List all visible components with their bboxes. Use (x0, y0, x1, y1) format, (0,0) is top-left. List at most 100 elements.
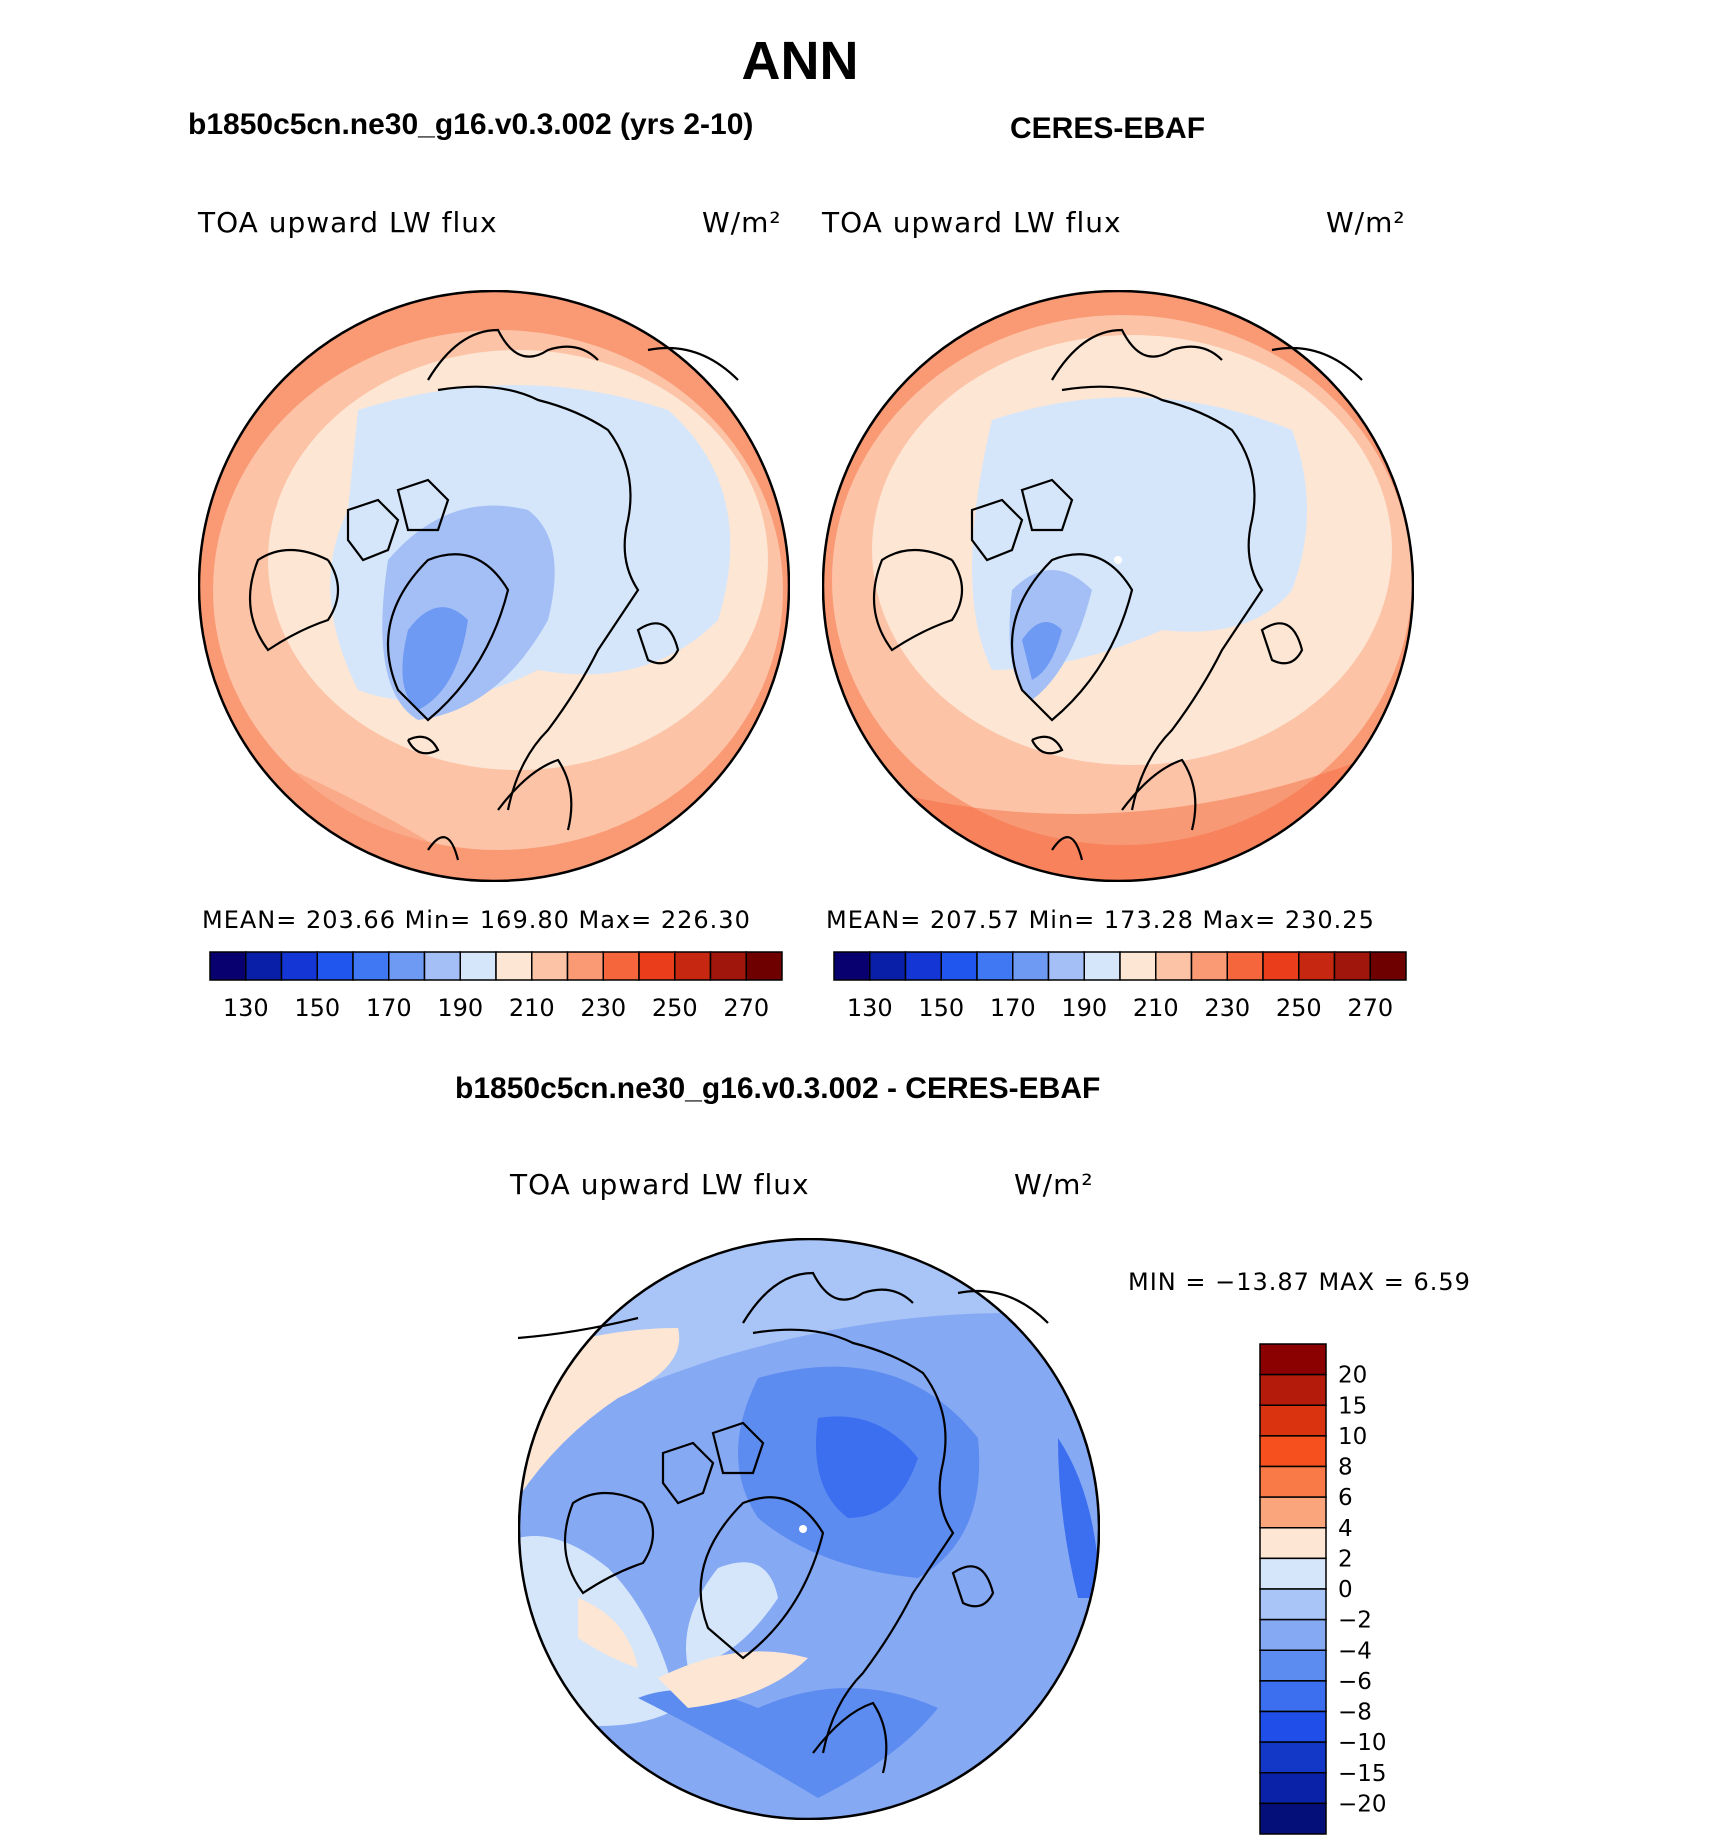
colorbar-tick-label: 270 (723, 994, 769, 1022)
diff-units: W/m² (1014, 1168, 1094, 1201)
colorbar-box (1259, 1343, 1327, 1376)
colorbar-tick-label: −2 (1338, 1608, 1372, 1634)
colorbar-tick-label: 230 (580, 994, 626, 1022)
colorbar-tick-label: 170 (366, 994, 412, 1022)
colorbar-box (638, 951, 676, 981)
diff-pole-marker (799, 1525, 807, 1533)
colorbar-box (940, 951, 978, 981)
panel-1-case-title: b1850c5cn.ne30_g16.v0.3.002 (yrs 2-10) (188, 108, 754, 141)
colorbar-box (1369, 951, 1407, 981)
colorbar-box (1083, 951, 1121, 981)
colorbar-tick-label: 15 (1338, 1393, 1367, 1419)
map1-boundary (198, 290, 790, 882)
map2-coastlines (872, 328, 1363, 861)
colorbar-box (674, 951, 712, 981)
colorbar-box (1262, 951, 1300, 981)
colorbar-tick-label: 150 (918, 994, 964, 1022)
colorbar-tick-label: 210 (509, 994, 555, 1022)
colorbar-box (1259, 1802, 1327, 1835)
colorbar-box (1298, 951, 1336, 981)
colorbar-tick-label: −15 (1338, 1761, 1386, 1787)
colorbar-box (1259, 1649, 1327, 1682)
colorbar-box (280, 951, 318, 981)
diff-field-warm-w (578, 1598, 638, 1668)
diff-field-east (1058, 1438, 1099, 1598)
colorbar-box (1259, 1465, 1327, 1498)
colorbar-tick-label: 130 (847, 994, 893, 1022)
colorbar-box (976, 951, 1014, 981)
colorbar-box (1190, 951, 1228, 981)
diff-field-north (519, 1239, 1099, 1438)
colorbar-box (904, 951, 942, 981)
colorbar-tick-label: 0 (1338, 1577, 1353, 1603)
map1-coastlines (248, 328, 739, 861)
colorbar-tick-label: 2 (1338, 1546, 1353, 1572)
colorbar-box (495, 951, 533, 981)
panel-2-case-title: CERES-EBAF (1010, 112, 1206, 145)
panel-2-variable: TOA upward LW flux (822, 206, 1122, 239)
colorbar-box (1259, 1435, 1327, 1468)
panel-2-units: W/m² (1326, 206, 1406, 239)
colorbar-box (1259, 1588, 1327, 1621)
colorbar-box (745, 951, 783, 981)
panel-2-stats: MEAN= 207.57 Min= 173.28 Max= 230.25 (826, 906, 1375, 934)
diff-boundary (518, 1238, 1100, 1820)
diff-coastlines (518, 1271, 1049, 1774)
colorbar-box (316, 951, 354, 981)
map2-boundary (822, 290, 1414, 882)
colorbar-tick-label: −20 (1338, 1791, 1386, 1817)
colorbar-tick-label: 10 (1338, 1424, 1367, 1450)
diff-field-south (638, 1688, 938, 1798)
map2-pole-marker (1114, 556, 1122, 564)
colorbar-tick-label: 130 (223, 994, 269, 1022)
diff-field-greenland (686, 1562, 778, 1668)
colorbar-tick-label: −6 (1338, 1669, 1372, 1695)
colorbar-tick-label: 20 (1338, 1363, 1367, 1389)
colorbar-box (566, 951, 604, 981)
colorbar-tick-label: 190 (1061, 994, 1107, 1022)
colorbar-tick-label: 270 (1347, 994, 1393, 1022)
colorbar-tick-label: 230 (1204, 994, 1250, 1022)
diff-variable: TOA upward LW flux (510, 1168, 810, 1201)
colorbar-tick-label: 190 (437, 994, 483, 1022)
figure-title: ANN (741, 31, 859, 91)
colorbar-box (1259, 1404, 1327, 1437)
colorbar-box (245, 951, 283, 981)
colorbar-tick-label: 150 (294, 994, 340, 1022)
colorbar-box (1259, 1373, 1327, 1406)
colorbar-box (1155, 951, 1193, 981)
colorbar-box (1119, 951, 1157, 981)
diff-stats: MIN = −13.87 MAX = 6.59 (1128, 1268, 1471, 1296)
colorbar-tick-label: 210 (1133, 994, 1179, 1022)
colorbar-box (459, 951, 497, 981)
colorbar-box (1259, 1557, 1327, 1590)
diff-case-title: b1850c5cn.ne30_g16.v0.3.002 - CERES-EBAF (455, 1072, 1101, 1105)
colorbar-panel-1: 130 150 170 190 210 230 250 270 (209, 951, 783, 1022)
diff-field-warm-s (658, 1651, 808, 1708)
panel-1-variable: TOA upward LW flux (198, 206, 498, 239)
colorbar-tick-label: 6 (1338, 1485, 1353, 1511)
colorbar-box (1259, 1741, 1327, 1774)
colorbar-box (531, 951, 569, 981)
colorbar-tick-label: −10 (1338, 1730, 1386, 1756)
map1-field-coldest (402, 607, 468, 710)
colorbar-tick-label: 170 (990, 994, 1036, 1022)
colorbar-box (1226, 951, 1264, 981)
colorbar-box (1259, 1496, 1327, 1529)
polar-map-diff (518, 1238, 1100, 1820)
colorbar-box (423, 951, 461, 981)
colorbar-tick-label: 250 (652, 994, 698, 1022)
colorbar-box (869, 951, 907, 981)
polar-map-model (198, 290, 790, 882)
colorbar-box (352, 951, 390, 981)
colorbar-panel-2: 130 150 170 190 210 230 250 270 (833, 951, 1407, 1022)
colorbar-tick-label: −4 (1338, 1638, 1372, 1664)
panel-1-units: W/m² (702, 206, 782, 239)
colorbar-box (833, 951, 871, 981)
colorbar-tick-label: 8 (1338, 1455, 1353, 1481)
colorbar-box (1259, 1618, 1327, 1651)
colorbar-box (1259, 1680, 1327, 1713)
colorbar-box (1259, 1772, 1327, 1805)
colorbar-box (1012, 951, 1050, 981)
